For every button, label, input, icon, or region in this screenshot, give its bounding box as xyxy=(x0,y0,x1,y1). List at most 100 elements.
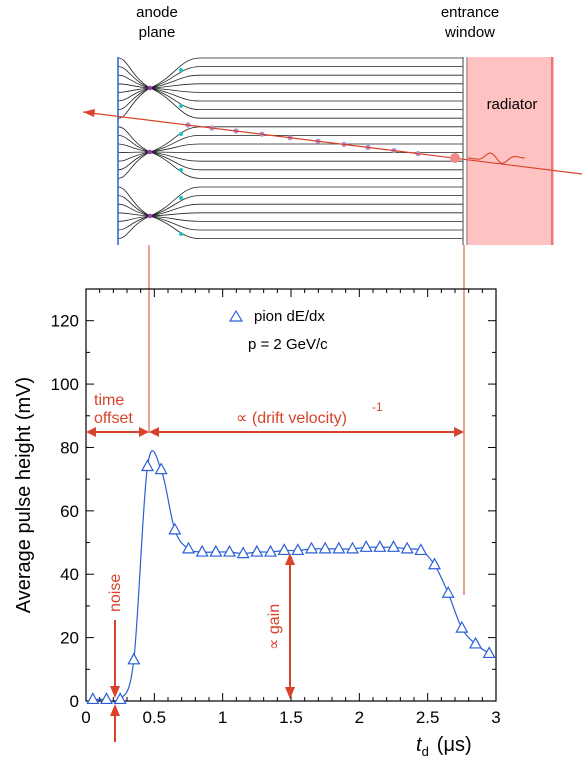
data-point xyxy=(318,541,332,554)
series-line xyxy=(92,450,490,703)
data-point xyxy=(332,541,346,554)
tr-photon-wave xyxy=(467,152,525,164)
x-tick-label: 0.5 xyxy=(143,708,167,727)
data-point xyxy=(86,692,100,705)
cathode-wire xyxy=(179,196,183,200)
field-line xyxy=(117,87,463,93)
pulse-height-chart: 0 20 40 60 80 100 120 0 0.5 1 1.5 2 2.5 3 Average pu… xyxy=(13,288,501,759)
field-line xyxy=(117,87,463,110)
legend-marker xyxy=(228,309,244,322)
cathode-wire xyxy=(179,68,183,72)
cathode-wire xyxy=(179,132,183,136)
series-pion xyxy=(86,450,496,705)
gain-arrowhead-up xyxy=(285,553,295,565)
data-point xyxy=(99,692,114,705)
y-tick-label: 80 xyxy=(60,438,79,457)
field-line xyxy=(117,215,463,239)
anode-wires xyxy=(147,68,183,236)
time-offset-arrowhead-right xyxy=(139,427,149,437)
data-point xyxy=(400,541,414,554)
field-line xyxy=(117,66,463,89)
data-point xyxy=(140,459,155,472)
data-point xyxy=(250,544,264,557)
x-tick-label: 1 xyxy=(218,708,227,727)
y-tick-label: 40 xyxy=(60,565,79,584)
field-line xyxy=(117,203,463,217)
noise-arrowhead-up xyxy=(110,704,120,716)
anode-wire xyxy=(147,149,153,155)
window-label-line2: window xyxy=(444,24,495,41)
time-offset-label-line1: time xyxy=(94,392,124,409)
cathode-wire xyxy=(179,232,183,236)
anode-label-line2: plane xyxy=(139,24,176,41)
legend-momentum: p = 2 GeV/c xyxy=(248,336,328,353)
x-tick-label: 2.5 xyxy=(416,708,440,727)
data-point xyxy=(291,543,305,556)
anode-wire xyxy=(147,213,153,219)
radiator-block xyxy=(466,57,554,245)
y-tick-label: 100 xyxy=(51,375,79,394)
time-offset-label-line2: offset xyxy=(94,410,133,427)
data-point xyxy=(113,692,127,705)
data-point xyxy=(181,541,196,554)
particle-track xyxy=(82,111,582,175)
data-point xyxy=(236,546,250,559)
y-tick-label: 0 xyxy=(70,692,79,711)
gain-label: ∝ gain xyxy=(266,604,283,650)
drift-velocity-exponent: -1 xyxy=(372,400,383,414)
x-axis-ticks: 0 0.5 1 1.5 2 2.5 3 xyxy=(81,289,501,727)
legend-series-label: pion dE/dx xyxy=(254,308,325,325)
drift-chamber-diagram: anode plane entrance window radiator xyxy=(82,4,582,245)
data-point xyxy=(468,636,483,649)
track-arrowhead xyxy=(83,109,95,117)
data-point xyxy=(263,544,278,557)
tr-photon-absorption xyxy=(450,153,460,163)
data-point xyxy=(304,541,319,554)
x-tick-label: 3 xyxy=(491,708,500,727)
data-point xyxy=(482,646,496,659)
anode-label-line1: anode xyxy=(136,4,178,21)
y-tick-label: 60 xyxy=(60,502,79,521)
data-point xyxy=(386,540,401,552)
noise-label: noise xyxy=(107,574,124,612)
radiator-label: radiator xyxy=(487,96,538,113)
data-point xyxy=(345,541,360,554)
drift-arrowhead-right xyxy=(454,427,464,437)
cathode-wire xyxy=(179,168,183,172)
drift-velocity-label: ∝ (drift velocity) xyxy=(236,410,347,427)
data-point xyxy=(359,540,373,552)
cathode-wire xyxy=(179,104,183,108)
field-line xyxy=(117,212,463,217)
anode-wire xyxy=(147,85,153,91)
data-point xyxy=(209,544,223,557)
data-point xyxy=(373,540,387,552)
data-point xyxy=(154,462,168,475)
x-tick-label: 2 xyxy=(355,708,364,727)
field-line xyxy=(117,215,463,222)
gain-arrowhead-down xyxy=(285,687,295,699)
data-point xyxy=(427,557,442,570)
field-line xyxy=(117,186,463,217)
data-point xyxy=(277,543,291,556)
data-point xyxy=(127,652,141,665)
y-tick-label: 120 xyxy=(51,312,79,331)
x-tick-label: 1.5 xyxy=(279,708,303,727)
data-point xyxy=(414,543,428,556)
data-point xyxy=(455,620,469,633)
data-point xyxy=(195,544,209,557)
data-point xyxy=(222,544,237,557)
time-offset-arrowhead-left xyxy=(86,427,96,437)
y-axis-ticks: 0 20 40 60 80 100 120 xyxy=(51,288,496,711)
noise-arrowhead-down xyxy=(110,686,120,698)
field-lines xyxy=(117,57,463,239)
x-tick-label: 0 xyxy=(81,708,90,727)
window-label-line1: entrance xyxy=(441,4,499,21)
data-point xyxy=(441,586,455,598)
data-point xyxy=(168,522,182,535)
x-axis-label: td (μs) xyxy=(416,734,472,759)
y-axis-label: Average pulse height (mV) xyxy=(13,377,35,613)
drift-arrowhead-left xyxy=(149,427,159,437)
y-tick-label: 20 xyxy=(60,629,79,648)
field-line xyxy=(117,83,463,89)
